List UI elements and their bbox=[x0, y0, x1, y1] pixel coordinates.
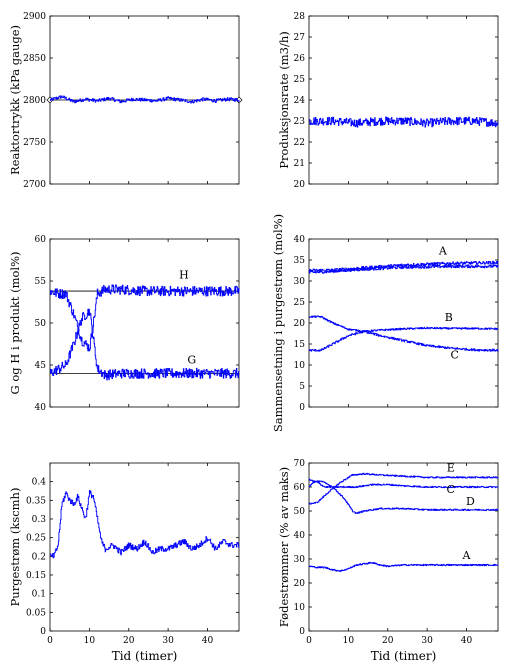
y-tick-label: 0.2 bbox=[32, 552, 46, 562]
x-tick-label: 40 bbox=[461, 636, 473, 646]
series-annotation: A bbox=[438, 245, 448, 258]
x-tick-label: 20 bbox=[382, 636, 394, 646]
y-tick-label: 20 bbox=[294, 319, 306, 329]
series-line-b bbox=[309, 315, 499, 333]
x-axis-label: Tid (timer) bbox=[112, 649, 178, 663]
y-tick-label: 0.35 bbox=[26, 496, 46, 506]
x-tick-label: 20 bbox=[123, 636, 135, 646]
plot-frame bbox=[49, 238, 240, 408]
series-line-e bbox=[309, 472, 499, 505]
y-tick-label: 27 bbox=[294, 33, 306, 43]
chart-panel-purge-flow: 0 0.05 0.1 0.15 0.2 0.25 0.3 0.35 0.4 0 10 20 30 40 Pu… bbox=[8, 462, 240, 663]
y-tick-label: 2700 bbox=[23, 180, 46, 190]
y-tick-label: 0.25 bbox=[26, 534, 46, 544]
series-line-a2 bbox=[309, 260, 499, 273]
y-tick-label: 2900 bbox=[23, 12, 46, 22]
x-tick-label: 40 bbox=[202, 636, 214, 646]
y-tick-label: 40 bbox=[294, 531, 306, 541]
y-tick-label: 40 bbox=[35, 403, 47, 413]
y-tick-label: 60 bbox=[35, 235, 47, 245]
y-tick-label: 0.1 bbox=[32, 590, 46, 600]
y-axis-label: G og H i produkt (mol%) bbox=[8, 251, 22, 394]
y-tick-label: 5 bbox=[299, 382, 305, 392]
x-tick-label: 30 bbox=[421, 636, 433, 646]
y-tick-label: 0 bbox=[299, 627, 305, 637]
y-tick-label: 0.15 bbox=[26, 571, 46, 581]
series-line-c bbox=[309, 478, 499, 489]
series-annotation: D bbox=[466, 495, 475, 508]
x-tick-label: 10 bbox=[343, 636, 355, 646]
x-tick-label: 0 bbox=[306, 636, 312, 646]
y-tick-label: 22 bbox=[294, 138, 305, 148]
y-tick-label: 70 bbox=[294, 459, 306, 469]
series-annotation: A bbox=[462, 549, 472, 562]
y-tick-label: 2800 bbox=[23, 96, 46, 106]
series-line-g bbox=[50, 308, 240, 381]
y-tick-label: 0 bbox=[299, 403, 305, 413]
series-line-c bbox=[309, 330, 499, 352]
series-line bbox=[309, 116, 499, 128]
series-annotation: C bbox=[450, 349, 458, 362]
chart-panel-product-composition: 40 45 50 55 60 G og H i produkt (mol%) H G bbox=[8, 235, 240, 413]
series-annotation: C bbox=[447, 483, 455, 496]
chart-panel-purge-composition: 0 5 10 15 20 25 30 35 40 Sammensetning i purgestr… bbox=[271, 214, 499, 432]
y-tick-label: 0.4 bbox=[32, 478, 47, 488]
series-line-a bbox=[309, 561, 499, 572]
y-tick-label: 2750 bbox=[23, 138, 46, 148]
y-tick-label: 10 bbox=[294, 603, 306, 613]
y-tick-label: 15 bbox=[294, 340, 306, 350]
y-tick-label: 2850 bbox=[23, 54, 46, 64]
y-tick-label: 25 bbox=[294, 75, 306, 85]
y-tick-label: 28 bbox=[294, 12, 306, 22]
y-tick-label: 26 bbox=[294, 54, 306, 64]
y-tick-label: 25 bbox=[294, 298, 306, 308]
series-line-h bbox=[50, 284, 240, 352]
y-tick-label: 40 bbox=[294, 235, 306, 245]
y-tick-label: 30 bbox=[294, 277, 306, 287]
plot-frame bbox=[308, 462, 499, 632]
series-line bbox=[50, 489, 240, 559]
y-tick-label: 55 bbox=[35, 277, 47, 287]
series-line-d bbox=[309, 480, 499, 514]
series-line bbox=[50, 95, 240, 104]
series-annotation: E bbox=[447, 461, 455, 474]
y-tick-label: 0.3 bbox=[32, 515, 47, 525]
y-tick-label: 60 bbox=[294, 483, 306, 493]
y-tick-label: 50 bbox=[35, 319, 47, 329]
y-axis-label: Produksjonsrate (m3/h) bbox=[277, 31, 291, 169]
y-tick-label: 23 bbox=[294, 117, 306, 127]
y-axis-label: Purgestrøm (kscmh) bbox=[8, 488, 22, 607]
series-annotation: G bbox=[187, 353, 196, 366]
y-tick-label: 0 bbox=[40, 627, 46, 637]
y-tick-label: 30 bbox=[294, 555, 306, 565]
x-axis-label: Tid (timer) bbox=[371, 649, 437, 663]
y-tick-label: 0.05 bbox=[26, 608, 46, 618]
x-tick-label: 30 bbox=[162, 636, 174, 646]
series-annotation: H bbox=[179, 268, 189, 281]
plot-frame bbox=[308, 15, 499, 185]
y-tick-label: 21 bbox=[294, 159, 305, 169]
x-tick-label: 0 bbox=[47, 636, 53, 646]
y-tick-label: 35 bbox=[294, 256, 306, 266]
series-annotation: B bbox=[445, 311, 453, 324]
x-tick-label: 10 bbox=[84, 636, 96, 646]
plot-frame bbox=[49, 462, 240, 632]
y-axis-label: Sammensetning i purgestrøm (mol%) bbox=[271, 214, 285, 432]
y-axis-label: Reaktortrykk (kPa gauge) bbox=[8, 25, 22, 175]
y-tick-label: 50 bbox=[294, 507, 306, 517]
y-tick-label: 20 bbox=[294, 579, 306, 589]
y-tick-label: 10 bbox=[294, 361, 306, 371]
y-tick-label: 45 bbox=[35, 361, 47, 371]
y-axis-label: Fødestrømmer (% av maks) bbox=[277, 467, 291, 627]
y-tick-label: 20 bbox=[294, 180, 306, 190]
y-tick-label: 24 bbox=[294, 96, 306, 106]
